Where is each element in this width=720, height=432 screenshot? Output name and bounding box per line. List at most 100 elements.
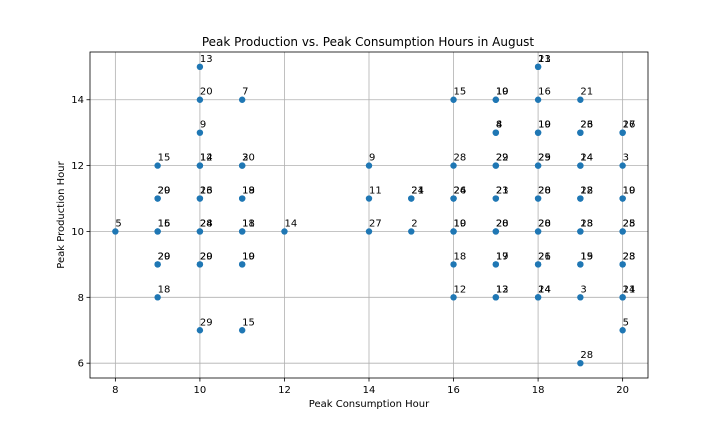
point-label: 10 (538, 120, 551, 131)
data-point (534, 63, 542, 71)
data-point (238, 195, 246, 202)
point-label: 17 (496, 251, 509, 262)
y-tick-label: 6 (78, 359, 84, 370)
point-label: 9 (200, 120, 206, 131)
data-point (365, 228, 373, 235)
y-tick-label: 14 (71, 95, 84, 106)
point-label: 28 (200, 218, 213, 229)
point-label: 5 (115, 218, 121, 229)
data-point (577, 129, 584, 136)
data-point (196, 96, 204, 103)
data-point (450, 96, 457, 103)
point-label: 14 (538, 284, 551, 295)
point-label: 29 (496, 153, 509, 164)
x-tick-label: 10 (194, 385, 207, 396)
data-point (154, 228, 161, 235)
point-label: 29 (200, 317, 213, 328)
data-point (365, 195, 373, 202)
x-tick-label: 16 (447, 385, 460, 396)
point-label: 28 (623, 251, 636, 262)
data-point (534, 96, 542, 103)
point-label: 13 (200, 186, 213, 197)
data-point (196, 162, 204, 169)
point-label: 13 (496, 284, 509, 295)
point-label: 26 (454, 186, 467, 197)
point-label: 15 (158, 153, 171, 164)
point-label: 20 (538, 218, 551, 229)
point-label: 11 (538, 54, 551, 65)
point-label: 21 (623, 284, 636, 295)
point-label: 19 (580, 251, 593, 262)
point-label: 15 (158, 218, 171, 229)
point-label: 10 (496, 87, 509, 98)
point-label: 20 (158, 251, 171, 262)
point-label: 12 (454, 284, 467, 295)
data-point (196, 129, 204, 136)
point-label: 19 (623, 186, 636, 197)
point-label: 24 (200, 218, 213, 229)
data-point (154, 261, 161, 268)
data-point (492, 228, 500, 235)
point-label: 29 (200, 251, 213, 262)
point-label: 26 (538, 251, 551, 262)
data-point (619, 327, 626, 334)
point-label: 21 (411, 186, 424, 197)
point-label: 10 (454, 218, 467, 229)
point-label: 18 (242, 186, 255, 197)
point-label: 19 (242, 251, 255, 262)
point-label: 24 (454, 186, 467, 197)
point-label: 18 (242, 218, 255, 229)
data-point (619, 294, 626, 301)
point-label: 28 (538, 218, 551, 229)
point-label: 24 (538, 284, 551, 295)
point-label: 2 (411, 218, 417, 229)
data-point (238, 228, 246, 235)
point-label: 18 (580, 186, 593, 197)
point-label: 14 (580, 153, 593, 164)
chart-title: Peak Production vs. Peak Consumption Hou… (202, 35, 535, 49)
point-label: 19 (496, 251, 509, 262)
point-label: 16 (538, 87, 551, 98)
point-label: 3 (623, 153, 629, 164)
point-label: 10 (242, 251, 255, 262)
point-label: 22 (580, 186, 593, 197)
point-label: 20 (158, 186, 171, 197)
point-label: 18 (454, 251, 467, 262)
data-point (238, 96, 246, 103)
data-point (534, 261, 542, 268)
point-label: 24 (580, 153, 593, 164)
point-label: 25 (538, 153, 551, 164)
point-label: 16 (158, 218, 171, 229)
point-label: 27 (369, 218, 382, 229)
data-point (577, 96, 584, 103)
data-point (492, 195, 500, 202)
data-point (238, 162, 246, 169)
data-point (365, 162, 373, 169)
data-point (408, 228, 415, 235)
point-label: 23 (496, 186, 509, 197)
x-tick-label: 20 (616, 385, 629, 396)
data-point (281, 228, 288, 235)
y-axis-label: Peak Production Hour (56, 160, 67, 268)
data-point (577, 261, 584, 268)
x-tick-label: 12 (278, 385, 291, 396)
point-label: 5 (623, 317, 629, 328)
data-point (577, 228, 584, 235)
point-label: 26 (200, 186, 213, 197)
data-point (196, 195, 204, 202)
data-point (534, 162, 542, 169)
point-label: 24 (411, 186, 424, 197)
x-axis-label: Peak Consumption Hour (309, 399, 430, 410)
point-label: 15 (580, 251, 593, 262)
data-point (450, 162, 457, 169)
point-label: 8 (496, 120, 502, 131)
point-label: 29 (538, 153, 551, 164)
data-points (112, 63, 626, 367)
data-point (619, 162, 626, 169)
data-point (450, 294, 457, 301)
data-point (534, 195, 542, 202)
point-label: 18 (158, 284, 171, 295)
